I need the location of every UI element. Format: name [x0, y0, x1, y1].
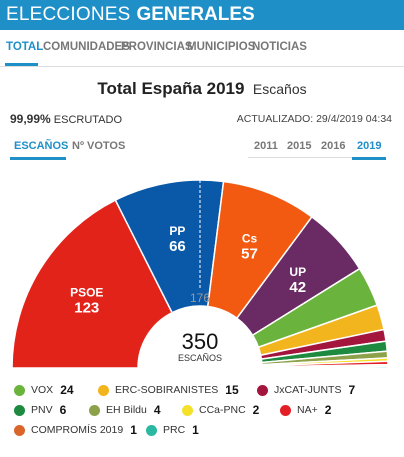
legend-party-name: PRC — [163, 424, 186, 436]
tab-comunidades[interactable]: COMUNIDADES — [43, 41, 130, 53]
wedge-label-seats: 57 — [241, 246, 258, 263]
legend-party-seats: 7 — [348, 383, 356, 397]
legend-party-name: VOX — [31, 384, 54, 396]
legend-item-pnv: PNV 6 — [14, 403, 66, 417]
header-title-bold: GENERALES — [136, 4, 255, 25]
legend-party-seats: 2 — [324, 403, 332, 417]
page-title: Total España 2019 — [97, 79, 245, 98]
wedge-label-name: UP — [289, 265, 306, 279]
seat-wedge-up[interactable] — [235, 215, 361, 337]
tab-provincias[interactable]: PROVINCIAS — [121, 41, 193, 53]
pnv-color-dot — [14, 404, 25, 416]
legend-item-jxcat: JxCAT-JUNTS 7 — [257, 383, 355, 397]
tab-total[interactable]: TOTAL — [6, 41, 44, 53]
legend-party-name: ERC-SOBIRANISTES — [115, 384, 219, 396]
legend-item-ehbildu: EH Bildu 4 — [89, 403, 161, 417]
legend-item-prc: PRC 1 — [146, 423, 199, 437]
legend-item-erc: ERC-SOBIRANISTES 15 — [98, 383, 239, 397]
legend-item-cca: CCa-PNC 2 — [182, 403, 259, 417]
escrutado-percent: 99,99% — [10, 112, 51, 126]
main-nav: TOTAL COMUNIDADES PROVINCIAS MUNICIPIOS … — [0, 30, 404, 67]
seat-wedge-pp[interactable] — [114, 179, 225, 314]
legend-party-seats: 2 — [252, 403, 260, 417]
wedge-label-seats: 42 — [289, 279, 306, 296]
legend-item-compromis: COMPROMÍS 2019 1 — [14, 423, 137, 437]
prc-color-dot — [146, 424, 157, 436]
wedge-label-name: PP — [169, 224, 185, 238]
wedge-label-name: Cs — [242, 232, 258, 246]
cca-color-dot — [182, 404, 193, 416]
years-divider — [248, 157, 386, 158]
header-title-light: ELECCIONES — [6, 4, 131, 25]
tab-escanos[interactable]: ESCAÑOS — [14, 140, 69, 152]
wedge-label-seats: 123 — [74, 299, 99, 316]
legend-party-name: PNV — [31, 404, 53, 416]
tab-noticias[interactable]: NOTICIAS — [252, 41, 307, 53]
legend-party-name: EH Bildu — [106, 404, 147, 416]
year-active-indicator — [352, 157, 386, 160]
legend-party-seats: 24 — [60, 383, 74, 397]
vox-color-dot — [14, 384, 25, 396]
legend-party-name: COMPROMÍS 2019 — [31, 424, 124, 436]
ehbildu-color-dot — [89, 404, 100, 416]
jxcat-color-dot — [257, 384, 268, 396]
escrutado-label: ESCRUTADO — [53, 114, 123, 126]
legend-party-name: JxCAT-JUNTS — [274, 384, 342, 396]
majority-number: 176 — [190, 291, 210, 305]
escrutado-status: 99,99% ESCRUTADO — [10, 112, 122, 126]
compromis-color-dot — [14, 424, 25, 436]
view-tab-indicator — [10, 157, 66, 160]
tab-municipios[interactable]: MUNICIPIOS — [187, 41, 256, 53]
legend-party-seats: 4 — [153, 403, 161, 417]
updated-timestamp: ACTUALIZADO: 29/4/2019 04:34 — [236, 113, 392, 125]
total-seats-label: ESCAÑOS — [178, 353, 222, 363]
tab-num-votos[interactable]: Nº VOTOS — [72, 140, 126, 152]
seat-wedge-psoe[interactable] — [11, 199, 174, 369]
legend-party-seats: 6 — [59, 403, 67, 417]
legend-party-seats: 1 — [192, 423, 199, 437]
legend-party-seats: 15 — [225, 383, 239, 397]
legend-party-seats: 1 — [130, 423, 137, 437]
tab-active-indicator — [5, 63, 38, 66]
legend-party-name: NA+ — [297, 404, 318, 416]
year-2011[interactable]: 2011 — [254, 140, 278, 152]
year-2019[interactable]: 2019 — [357, 140, 382, 152]
wedge-label-name: PSOE — [70, 285, 103, 299]
year-2015[interactable]: 2015 — [287, 140, 312, 152]
wedge-label-seats: 66 — [169, 238, 186, 255]
year-2016[interactable]: 2016 — [321, 140, 346, 152]
seat-wedge-prc[interactable] — [261, 365, 389, 369]
legend-item-na: NA+ 2 — [280, 403, 331, 417]
page-subtitle: Escaños — [252, 81, 307, 97]
legend-item-vox: VOX 24 — [14, 383, 74, 397]
legend-party-name: CCa-PNC — [199, 404, 246, 416]
seat-wedge-cs[interactable] — [206, 180, 313, 320]
erc-color-dot — [98, 384, 109, 396]
na-color-dot — [280, 404, 291, 416]
results-title: Total España 2019 Escaños — [0, 79, 404, 99]
app-header: ELECCIONES GENERALES — [0, 0, 404, 30]
total-seats: 350 — [182, 329, 219, 354]
